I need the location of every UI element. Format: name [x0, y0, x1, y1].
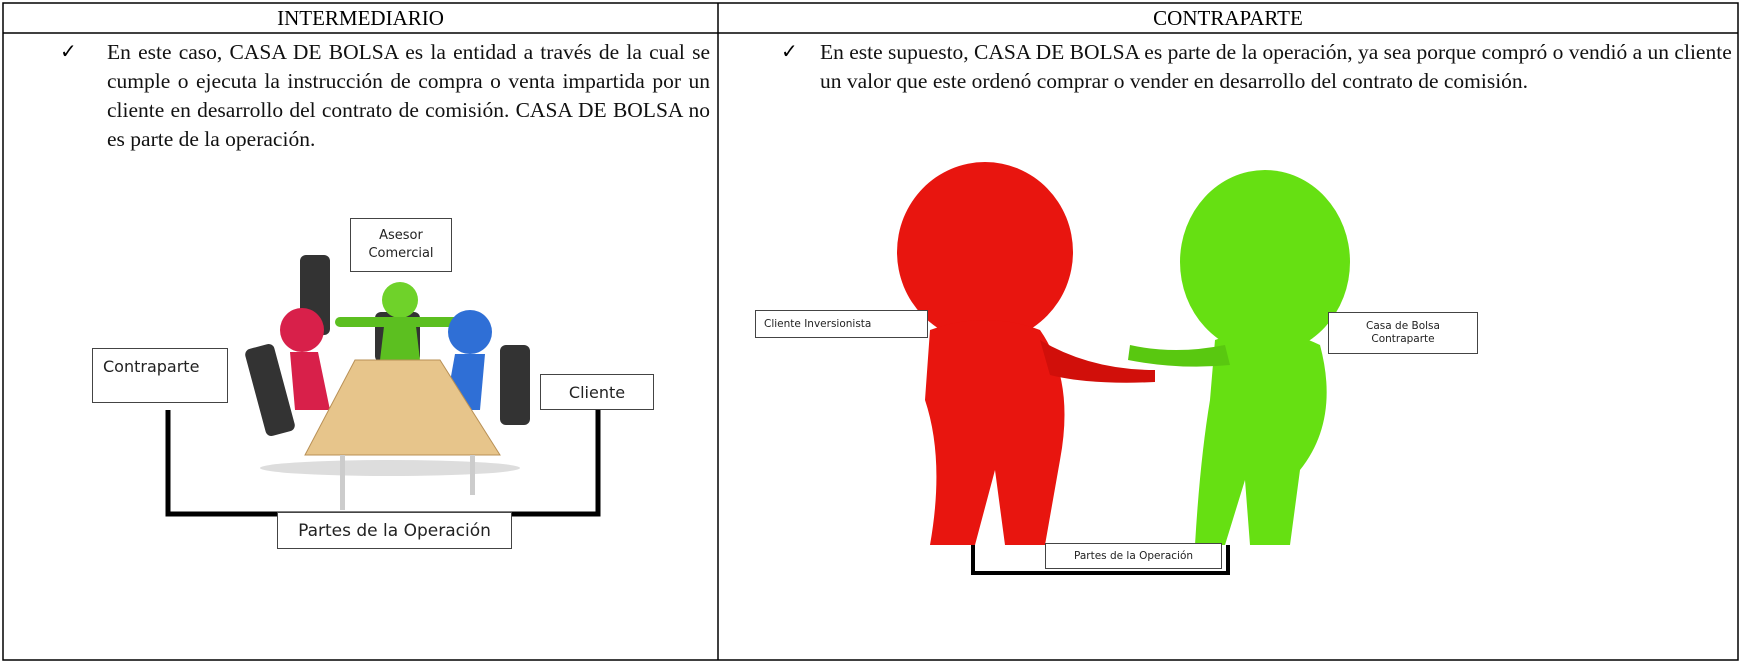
- label-box: Casa de Bolsa Contraparte: [1328, 312, 1478, 354]
- label: Cliente: [568, 382, 626, 402]
- label: Partes de la Operación: [298, 520, 491, 541]
- label-box: Contraparte: [92, 348, 228, 403]
- paragraph: En este supuesto, CASA DE BOLSA es parte…: [820, 40, 1732, 93]
- label-box: Asesor Comercial: [350, 218, 452, 272]
- bullet: ✓: [781, 41, 798, 63]
- label-box: Cliente: [540, 374, 654, 410]
- label: Asesor: [379, 228, 423, 243]
- column-header: CONTRAPARTE: [1153, 6, 1303, 30]
- label-box: Cliente Inversionista: [755, 310, 928, 338]
- label-box: Partes de la Operación: [1045, 543, 1222, 569]
- label: Contraparte: [103, 357, 200, 376]
- label: Partes de la Operación: [1073, 550, 1194, 562]
- label: Cliente Inversionista: [764, 318, 872, 330]
- label: Comercial: [368, 246, 434, 261]
- column-header: INTERMEDIARIO: [277, 6, 444, 30]
- bullet: ✓: [60, 41, 77, 63]
- label: Contraparte: [1371, 333, 1435, 345]
- label-box: Partes de la Operación: [277, 512, 512, 549]
- label: Casa de Bolsa: [1366, 320, 1440, 332]
- paragraph: En este caso, CASA DE BOLSA es la entida…: [107, 40, 710, 151]
